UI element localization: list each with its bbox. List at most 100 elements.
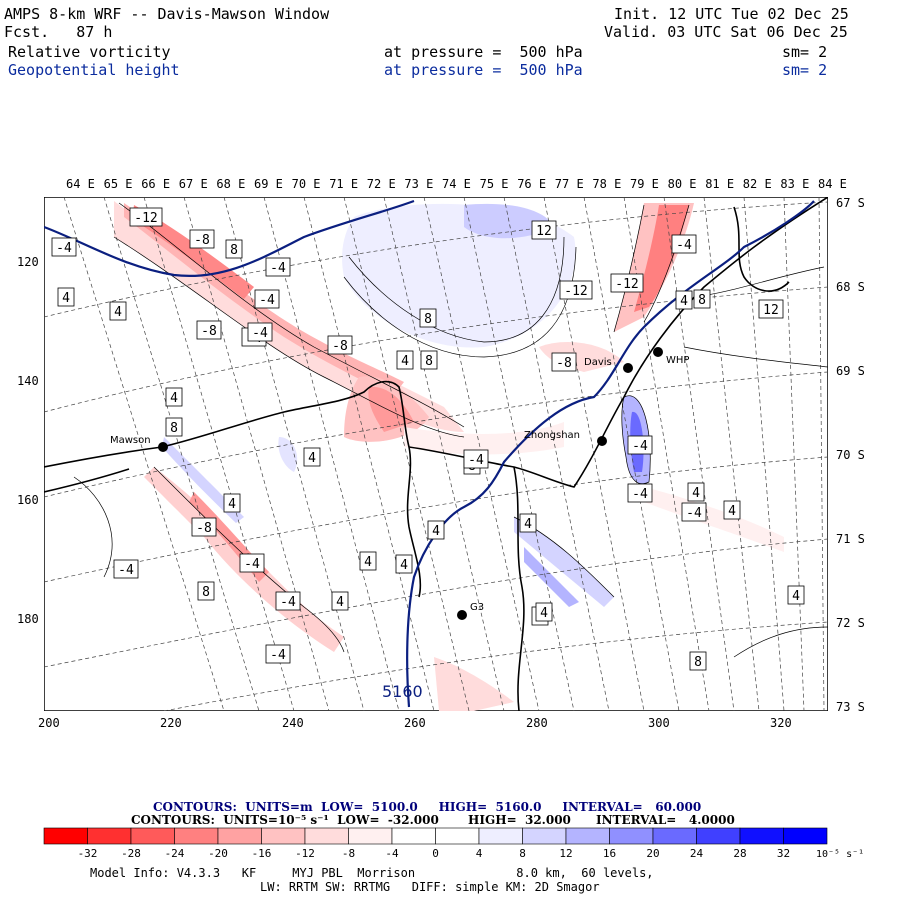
lon-label: 64 E	[66, 177, 95, 191]
lon-label: 81 E	[705, 177, 735, 191]
svg-text:12: 12	[536, 224, 552, 239]
contour-value-label: 8	[419, 308, 437, 328]
contour-value-label: -4	[51, 237, 77, 257]
colorbar-swatch	[478, 827, 523, 845]
contour-value-label: -4	[671, 234, 697, 254]
contour-value-label: -12	[610, 273, 644, 293]
contour-value-label: -12	[559, 280, 593, 300]
svg-text:-4: -4	[270, 648, 286, 663]
lon-label: 83 E	[780, 177, 810, 191]
colorbar-swatch	[739, 827, 784, 845]
station-davis: Davis	[584, 357, 612, 368]
contour-value-label: 4	[675, 290, 693, 310]
lat-label: 73 S	[836, 700, 865, 714]
colorbar-unit: 10⁻⁵ s⁻¹	[816, 849, 864, 860]
colorbar-swatch	[43, 827, 88, 845]
grid-x-label: 320	[770, 716, 792, 730]
contour-value-label: -8	[191, 517, 217, 537]
map-panel: -12-4-88-44-12-4-4-84-4-84812-12-484-848…	[44, 197, 828, 711]
lon-label: 79 E	[630, 177, 659, 191]
svg-text:-8: -8	[201, 324, 217, 339]
lon-label: 65 E	[103, 177, 133, 191]
colorbar-swatch	[261, 827, 306, 845]
contour-value-label: 8	[689, 651, 707, 671]
colorbar-swatch	[130, 827, 175, 845]
contour-value-label: -4	[239, 553, 265, 573]
svg-text:-4: -4	[259, 293, 275, 308]
svg-text:-12: -12	[615, 277, 638, 292]
colorbar-tick: 32	[777, 847, 790, 860]
field1-level: at pressure = 500 hPa	[384, 43, 583, 61]
colorbar-swatch	[391, 827, 436, 845]
contour-value-label: -4	[265, 644, 291, 664]
svg-text:4: 4	[170, 391, 178, 406]
colorbar-tick: 0	[432, 847, 439, 860]
field1-smoothing: sm= 2	[782, 43, 828, 61]
svg-text:4: 4	[540, 606, 548, 621]
colorbar-swatch	[87, 827, 132, 845]
svg-text:4: 4	[114, 305, 122, 320]
lat-label: 67 S	[836, 196, 865, 210]
svg-text:-4: -4	[676, 238, 692, 253]
contour-value-label: 4	[57, 287, 75, 307]
colorbar-tick: -16	[252, 847, 272, 860]
svg-text:-8: -8	[332, 339, 348, 354]
grid-y-label: 120	[17, 255, 39, 269]
model-info-physics: LW: RRTM SW: RRTMG DIFF: simple KM: 2D S…	[260, 880, 600, 894]
svg-text:4: 4	[364, 555, 372, 570]
colorbar-swatch	[609, 827, 654, 845]
geopotential-height-contour	[44, 199, 815, 708]
lon-label: 80 E	[667, 177, 697, 191]
svg-text:8: 8	[425, 354, 433, 369]
contour-value-label: -4	[113, 559, 139, 579]
contour-info-vorticity: CONTOURS: UNITS=10⁻⁵ s⁻¹ LOW= -32.000 HI…	[131, 813, 735, 827]
colorbar-tick: 12	[559, 847, 572, 860]
contour-value-label: -8	[196, 320, 222, 340]
grid-y-label: 140	[17, 374, 39, 388]
svg-text:8: 8	[202, 585, 210, 600]
svg-text:-4: -4	[280, 595, 296, 610]
contour-value-label: 8	[197, 581, 215, 601]
svg-text:4: 4	[401, 354, 409, 369]
colorbar-tick: -12	[295, 847, 315, 860]
contour-value-label: 12	[758, 299, 784, 319]
lon-label: 84 E	[818, 177, 847, 191]
svg-text:-12: -12	[564, 284, 587, 299]
svg-text:4: 4	[62, 291, 70, 306]
contour-value-label: 8	[225, 239, 243, 259]
lon-label: 75 E	[479, 177, 509, 191]
lat-label: 69 S	[836, 364, 865, 378]
svg-text:4: 4	[336, 595, 344, 610]
contour-value-label: 4	[223, 493, 241, 513]
colorbar-swatch	[522, 827, 567, 845]
contour-value-label: 8	[420, 350, 438, 370]
colorbar-tick: 16	[603, 847, 616, 860]
contour-value-label: 8	[165, 417, 183, 437]
svg-text:-4: -4	[270, 261, 286, 276]
grid-x-label: 280	[526, 716, 548, 730]
lon-label: 66 E	[141, 177, 171, 191]
svg-text:-4: -4	[244, 557, 260, 572]
colorbar-swatch	[435, 827, 480, 845]
contour-value-label: 4	[787, 585, 805, 605]
colorbar-tick: 28	[733, 847, 746, 860]
lat-label: 72 S	[836, 616, 865, 630]
svg-text:4: 4	[728, 504, 736, 519]
contour-value-label: 4	[427, 520, 445, 540]
grid-x-label: 240	[282, 716, 304, 730]
svg-text:4: 4	[792, 589, 800, 604]
svg-text:4: 4	[432, 524, 440, 539]
station-whp: WHP	[666, 355, 689, 366]
colorbar-swatch	[696, 827, 741, 845]
contour-value-label: -4	[247, 322, 273, 342]
svg-text:4: 4	[400, 558, 408, 573]
contour-value-label: -12	[129, 207, 163, 227]
contour-value-label: -8	[327, 335, 353, 355]
colorbar-swatch	[217, 827, 262, 845]
contour-value-label: 4	[331, 591, 349, 611]
colorbar-tick: -28	[121, 847, 141, 860]
contour-value-label: -4	[463, 449, 489, 469]
contour-value-label: 4	[303, 447, 321, 467]
field2-smoothing: sm= 2	[782, 61, 828, 79]
svg-text:4: 4	[692, 486, 700, 501]
